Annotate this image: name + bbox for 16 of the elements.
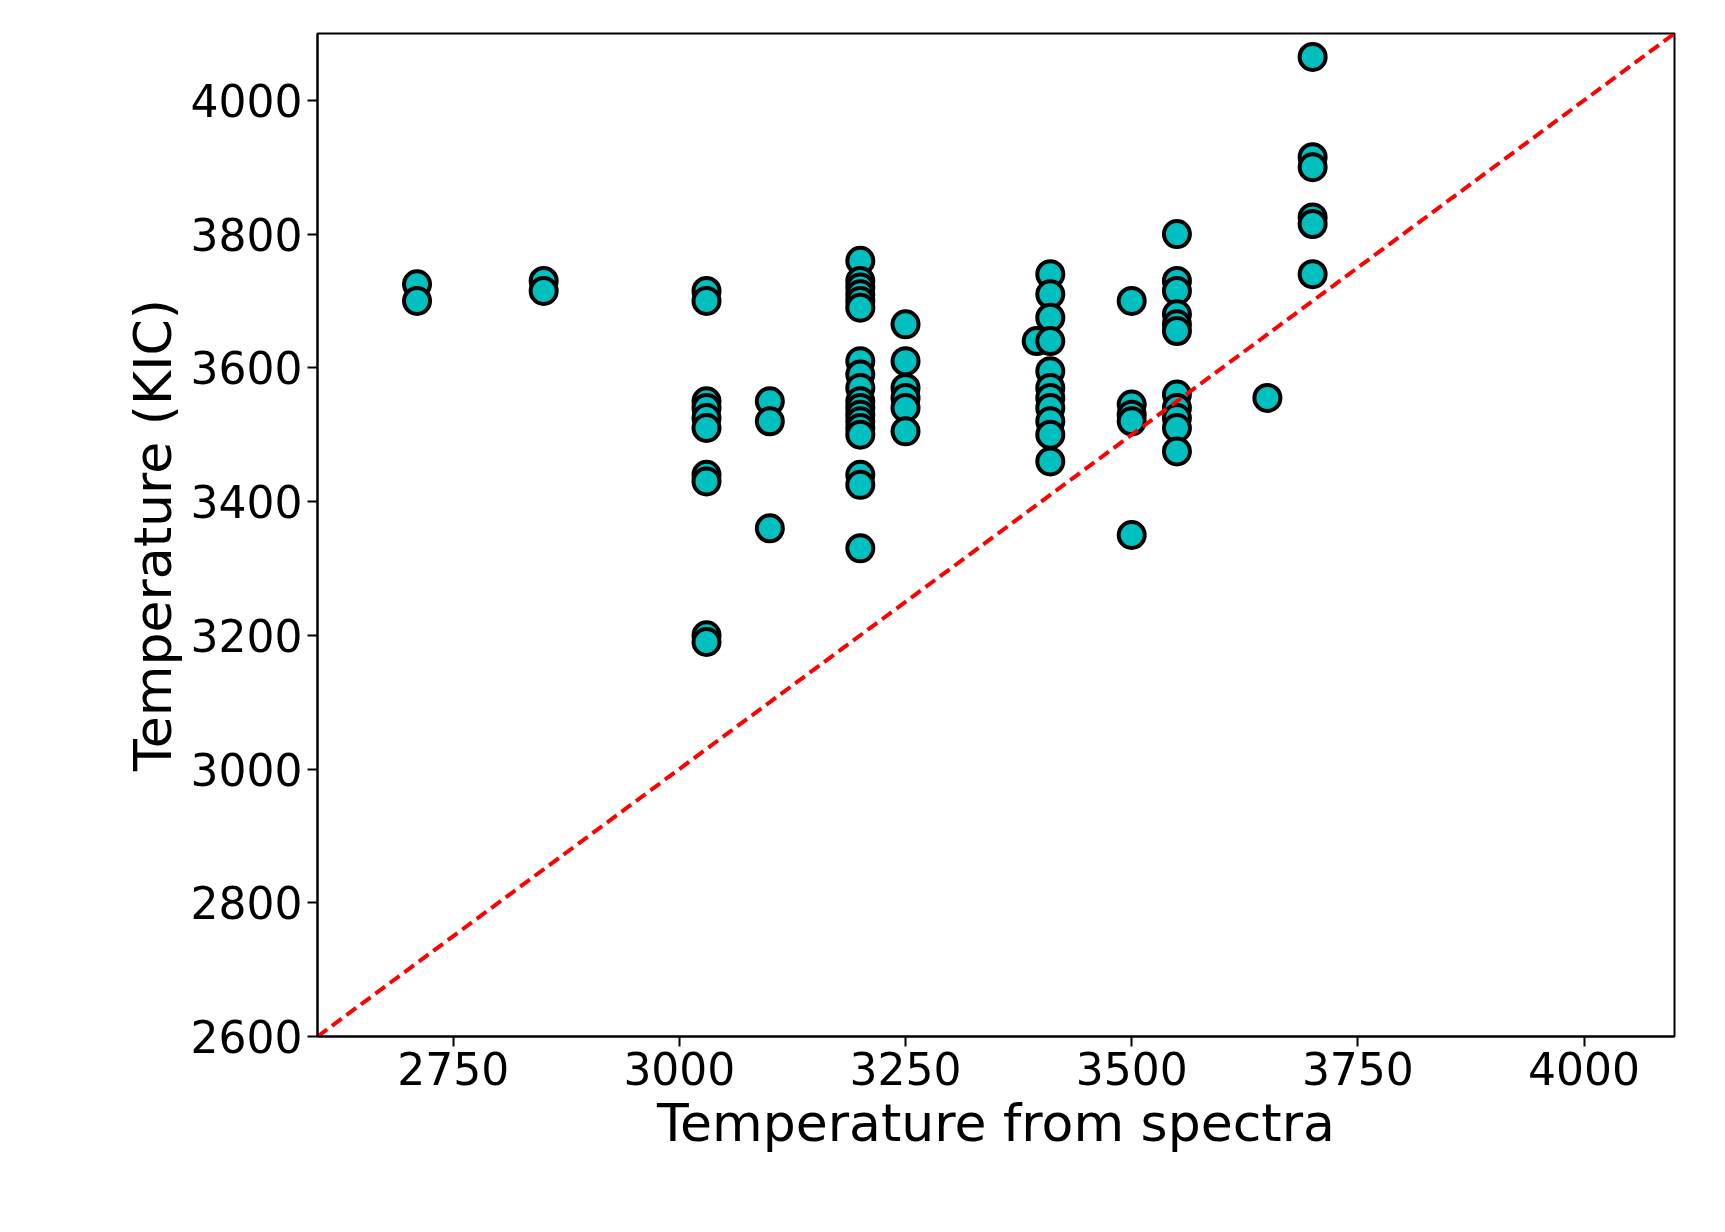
y-tick-label: 2600 bbox=[190, 1012, 303, 1063]
y-tick-label: 4000 bbox=[190, 75, 303, 127]
y-tick-label: 3600 bbox=[190, 343, 303, 395]
x-tick-label: 3500 bbox=[1075, 1043, 1188, 1095]
y-tick-label: 3000 bbox=[190, 744, 303, 796]
y-tick-label: 2800 bbox=[190, 878, 303, 930]
x-tick-label: 3750 bbox=[1301, 1043, 1414, 1095]
x-tick-label: 4000 bbox=[1528, 1043, 1641, 1095]
x-tick-label: 3000 bbox=[623, 1043, 736, 1095]
y-tick-label: 3200 bbox=[190, 610, 303, 662]
y-axis-title: Temperature (KIC) bbox=[122, 298, 183, 773]
y-tick-label: 3400 bbox=[190, 477, 303, 529]
y-tick-label: 3800 bbox=[190, 209, 303, 261]
x-tick-label: 3250 bbox=[849, 1043, 962, 1095]
x-tick-label: 2750 bbox=[397, 1043, 510, 1095]
x-axis-title: Temperature from spectra bbox=[656, 1092, 1335, 1153]
